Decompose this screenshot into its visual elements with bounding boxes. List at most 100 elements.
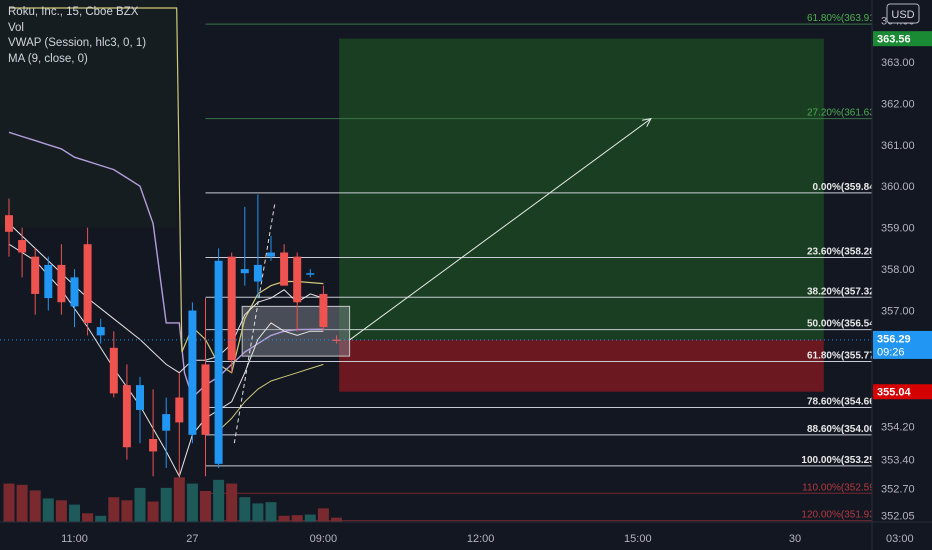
fib-level-label: 50.00%(356.54) xyxy=(807,319,878,330)
volume-bar xyxy=(134,487,146,522)
volume-bar xyxy=(291,515,303,522)
candle-body xyxy=(188,310,197,435)
band-lower-2-line xyxy=(218,363,324,432)
fib-level-label: 100.00%(353.25) xyxy=(801,455,878,466)
volume-bar xyxy=(186,483,198,522)
fib-level-label: 110.00%(352.59) xyxy=(802,482,878,493)
price-tag xyxy=(873,384,932,400)
volume-bar xyxy=(160,487,172,522)
candle-body xyxy=(122,385,131,448)
target-zone xyxy=(339,38,824,340)
price-axis-tick: 362.00 xyxy=(881,98,915,110)
fib-level-label: 38.20%(357.32) xyxy=(807,286,878,297)
candle-body xyxy=(267,252,275,257)
candle-body xyxy=(149,438,158,452)
candle-body xyxy=(319,293,328,328)
trend-arrow-head xyxy=(641,117,652,127)
fib-level-label: 27.20%(361.63) xyxy=(807,108,878,119)
vwap-shade xyxy=(0,0,177,228)
fib-level-label: 78.60%(354.66) xyxy=(807,396,878,407)
candle-body xyxy=(96,327,105,336)
candle-body xyxy=(240,269,249,274)
fib-level-label: 88.60%(354.00) xyxy=(807,424,878,435)
candle-body xyxy=(136,385,144,410)
candle-body xyxy=(5,215,13,232)
plot-area: 61.80%(363.91) 27.20%(361.63) 0.00%(359.84… xyxy=(0,0,879,522)
time-axis-tick: 30 xyxy=(789,533,801,545)
symbol-title[interactable]: Roku, Inc., 15, Cboe BZX xyxy=(8,6,139,18)
price-tag xyxy=(873,330,932,359)
volume-bar xyxy=(29,490,41,522)
volume-bar xyxy=(252,503,264,522)
vwap-line xyxy=(8,131,324,399)
stop-zone xyxy=(339,339,824,392)
price-axis-tick: 352.05 xyxy=(881,511,915,523)
volume-bar xyxy=(16,484,28,522)
candle-body xyxy=(162,414,171,431)
price-axis-tick: 354.20 xyxy=(881,422,915,434)
volume-bar xyxy=(317,508,329,522)
volume-bar xyxy=(239,497,251,522)
volume-bar xyxy=(108,497,120,522)
volume-bar xyxy=(82,513,94,522)
candle-body xyxy=(175,397,184,423)
candle-body xyxy=(253,264,262,282)
time-axis-tick: 15:00 xyxy=(624,533,652,545)
volume-bar xyxy=(95,515,107,522)
fib-level-label: 0.00%(359.84) xyxy=(813,182,879,193)
volume-bar xyxy=(55,500,67,522)
candle-body xyxy=(44,264,53,299)
price-tag xyxy=(873,31,932,47)
volume-bar xyxy=(278,515,290,522)
trend-arrow-line xyxy=(349,118,652,341)
price-axis-tick: 352.70 xyxy=(881,484,915,496)
candle-body xyxy=(227,256,236,361)
time-axis-tick: 03:00 xyxy=(886,533,914,545)
time-axis-tick: 27 xyxy=(186,533,198,545)
price-axis-tick: 361.00 xyxy=(881,140,915,152)
candle-body xyxy=(280,252,289,286)
volume-bar xyxy=(42,498,54,522)
price-axis-tick: 359.00 xyxy=(881,223,915,235)
volume-bar xyxy=(121,500,133,522)
chart-legend: Roku, Inc., 15, Cboe BZX Vol VWAP (Sessi… xyxy=(8,5,146,67)
price-tag-label: 355.04 xyxy=(877,387,912,399)
highlight-box xyxy=(241,305,351,357)
time-axis-tick: 11:00 xyxy=(61,533,88,545)
volume-bar xyxy=(3,483,15,522)
candle-body xyxy=(293,256,302,303)
price-axis-tick: 357.00 xyxy=(881,306,915,318)
volume-indicator-label[interactable]: Vol xyxy=(8,21,24,34)
dashed-projection xyxy=(233,202,276,444)
price-tag-countdown: 09:26 xyxy=(877,346,905,358)
fib-level-label: 120.00%(351.93) xyxy=(801,510,878,521)
volume-bar xyxy=(213,479,225,522)
price-axis-tick: 363.00 xyxy=(881,57,915,69)
price-axis-tick: 360.00 xyxy=(881,181,915,193)
ma-indicator-label[interactable]: MA (9, close, 0) xyxy=(8,52,88,65)
candle-body xyxy=(18,240,27,253)
currency-badge xyxy=(886,3,920,24)
candle-body xyxy=(214,260,223,464)
candle-body xyxy=(70,277,79,307)
candle-body xyxy=(109,347,118,394)
price-axis-tick: 358.00 xyxy=(881,264,915,276)
volume-bar xyxy=(147,501,159,522)
volume-bar xyxy=(331,517,342,522)
volume-bar xyxy=(226,483,238,522)
time-axis-tick: 12:00 xyxy=(467,533,495,545)
volume-bar xyxy=(304,514,316,522)
volume-bar xyxy=(69,504,80,522)
fib-level-label: 61.80%(363.91) xyxy=(807,13,878,24)
fib-level-label: 23.60%(358.28) xyxy=(807,246,878,257)
vwap-indicator-label[interactable]: VWAP (Session, hlc3, 0, 1) xyxy=(8,37,147,49)
candle-body xyxy=(306,273,315,275)
candle-body xyxy=(31,256,40,294)
price-axis-tick: 353.40 xyxy=(881,455,915,467)
candle-body xyxy=(83,244,92,323)
candle-body xyxy=(201,364,210,435)
fib-level-label: 61.80%(355.77) xyxy=(807,350,878,361)
time-axis-tick: 09:00 xyxy=(310,533,338,545)
volume-bar xyxy=(173,477,185,522)
